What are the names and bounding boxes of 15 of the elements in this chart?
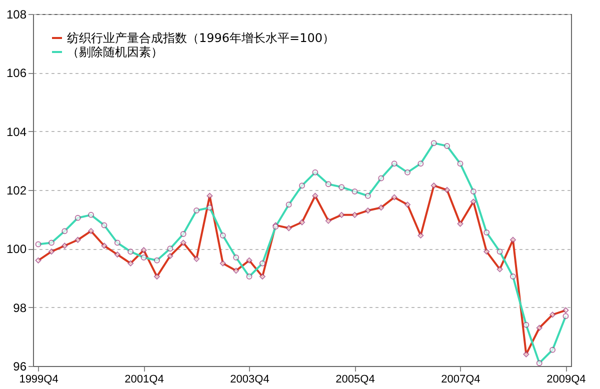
y-tick-label: 96: [13, 360, 27, 374]
y-tick-label: 104: [6, 124, 27, 139]
y-tick-label: 102: [6, 184, 27, 198]
y-tick-label: 98: [13, 300, 27, 315]
x-tick-label: 2001Q4: [124, 374, 164, 386]
x-tick-label: 2009Q4: [546, 374, 586, 386]
x-tick-label: 2005Q4: [336, 374, 375, 386]
x-tick-label: 2007Q4: [441, 374, 480, 386]
x-tick-label: 1999Q4: [19, 374, 58, 386]
x-tick-label: 2003Q4: [230, 374, 270, 386]
legend-label: （剔除随机因素）: [67, 45, 163, 59]
y-tick-label: 108: [6, 8, 27, 22]
y-tick-label: 100: [6, 242, 27, 256]
legend-label: 纺织行业产量合成指数（1996年增长水平=100）: [67, 31, 334, 45]
y-tick-label: 106: [6, 66, 27, 80]
